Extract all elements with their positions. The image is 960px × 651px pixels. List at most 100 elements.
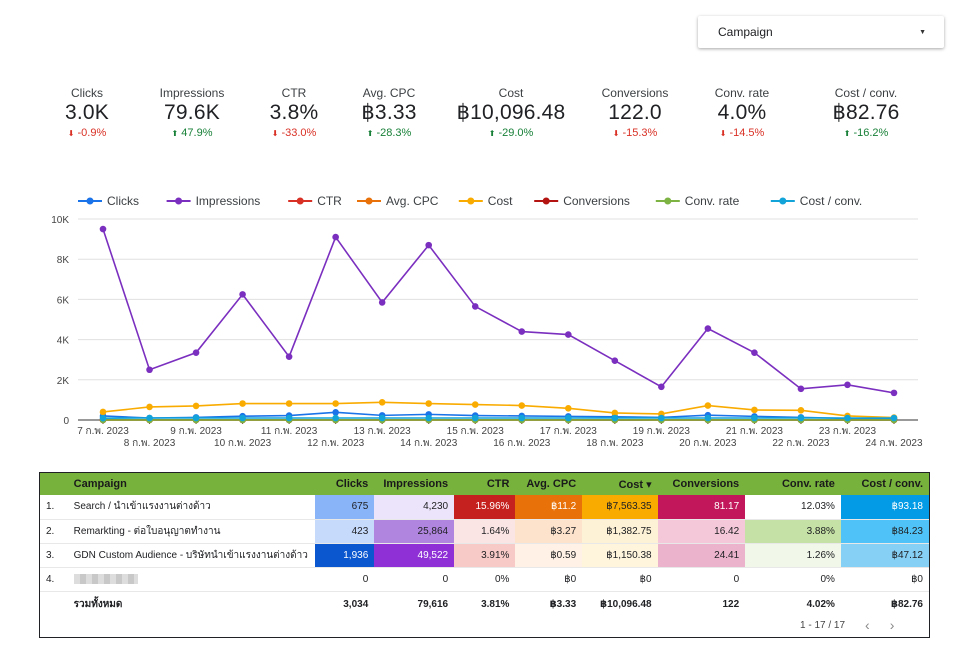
- x-tick-label: 13 ก.พ. 2023: [354, 426, 412, 437]
- data-point: [518, 402, 526, 409]
- legend-swatch-dot: [86, 197, 94, 205]
- kpi-change: ⬆ -16.2%: [806, 127, 926, 139]
- x-tick-label: 12 ก.พ. 2023: [307, 438, 365, 449]
- arrow-down-icon: ⬇: [719, 129, 727, 138]
- metric-cell: ฿11.2: [515, 495, 583, 520]
- column-header[interactable]: CTR: [454, 473, 516, 495]
- legend-label: Cost / conv.: [800, 194, 862, 208]
- data-point: [192, 414, 200, 422]
- kpi-value: ฿82.76: [832, 101, 900, 124]
- kpi-change-value: 47.9%: [181, 127, 213, 139]
- row-index: 1.: [40, 495, 68, 520]
- arrow-down-icon: ⬇: [271, 129, 279, 138]
- data-point: [797, 414, 805, 422]
- x-tick-label: 11 ก.พ. 2023: [261, 426, 318, 437]
- pagination-range: 1 - 17 / 17: [800, 619, 846, 631]
- total-row: รวมทั้งหมด 3,034 79,616 3.81% ฿3.33 ฿10,096.4…: [40, 591, 929, 617]
- table-row[interactable]: 4. 0 0 0% ฿0 ฿0 0 0% ฿0: [40, 567, 929, 592]
- campaign-filter-dropdown[interactable]: Campaign ▼: [698, 16, 944, 48]
- chevron-left-icon[interactable]: ‹: [865, 617, 870, 633]
- campaign-name: [67, 567, 315, 592]
- metric-cell: ฿1,150.38: [582, 543, 658, 568]
- metric-cell: 25,864: [374, 519, 455, 544]
- campaign-filter-label: Campaign: [718, 25, 773, 39]
- data-point: [99, 408, 107, 416]
- x-tick-label: 7 ก.พ. 2023: [77, 426, 129, 437]
- metric-cell: 16.42: [657, 519, 746, 544]
- total-cell: ฿3.33: [549, 598, 577, 610]
- metric-cell: ฿1,382.75: [582, 519, 658, 544]
- table-row[interactable]: 3. GDN Custom Audience - บริษัทนำเข้าแรงง…: [40, 543, 929, 568]
- data-point: [564, 331, 572, 338]
- data-point: [425, 414, 433, 422]
- arrow-up-icon: ⬆: [488, 129, 496, 138]
- metric-cell: 1.26%: [745, 543, 841, 568]
- total-label: รวมทั้งหมด: [73, 598, 123, 610]
- data-point: [611, 409, 619, 417]
- x-tick-label: 9 ก.พ. 2023: [170, 426, 222, 437]
- legend-label: Clicks: [107, 194, 139, 208]
- metric-cell: 0: [314, 567, 375, 592]
- y-tick-label: 10K: [51, 215, 69, 226]
- pagination: 1 - 17 / 17 ‹ ›: [800, 617, 894, 633]
- kpi-value: 122.0: [608, 101, 662, 124]
- column-header[interactable]: Cost / conv.: [840, 473, 929, 495]
- data-point: [471, 303, 479, 310]
- series-line: [102, 401, 895, 419]
- chevron-right-icon[interactable]: ›: [889, 617, 895, 633]
- metric-cell: ฿0: [582, 567, 658, 592]
- legend-label: Conversions: [563, 194, 630, 208]
- kpi-card: CTR 3.8% ⬇ -33.0%: [234, 86, 354, 139]
- data-point: [751, 406, 758, 414]
- kpi-change: ⬆ 47.9%: [132, 127, 252, 139]
- data-point: [844, 414, 851, 422]
- data-point: [704, 325, 712, 332]
- data-point: [285, 353, 293, 360]
- data-point: [192, 402, 200, 410]
- kpi-value: ฿3.33: [361, 101, 417, 124]
- table-row[interactable]: 2. Remarkting - ต่อใบอนุญาตทำงาน 423 25,864…: [40, 519, 929, 544]
- data-point: [378, 299, 386, 306]
- data-point: [332, 233, 339, 241]
- data-point: [425, 400, 433, 407]
- kpi-change: ⬇ -15.3%: [575, 127, 695, 139]
- metric-cell: 12.03%: [745, 495, 841, 520]
- metric-cell: ฿0: [515, 567, 583, 592]
- column-header[interactable]: Avg. CPC: [515, 473, 583, 495]
- metric-cell: 0: [657, 567, 746, 592]
- metric-cell: 24.41: [657, 543, 746, 568]
- kpi-change-value: -33.0%: [281, 127, 317, 139]
- kpi-change-value: -29.0%: [498, 127, 534, 139]
- data-point: [99, 414, 107, 422]
- table-row[interactable]: 1. Search / นำเข้าแรงงานต่างด้าว 675 4,230 1…: [40, 495, 929, 520]
- legend-label: Impressions: [196, 194, 261, 208]
- campaign-table: Campaign Clicks Impressions CTR Avg. CPC Cost…: [40, 473, 929, 617]
- kpi-card: Clicks 3.0K ⬇ -0.9%: [27, 86, 147, 139]
- arrow-down-icon: ⬇: [612, 129, 620, 138]
- data-point: [611, 414, 619, 422]
- data-point: [797, 407, 805, 414]
- data-point: [471, 414, 479, 422]
- header-index: [40, 473, 68, 495]
- data-point: [332, 409, 339, 416]
- column-header[interactable]: Conversions: [657, 473, 746, 495]
- column-header[interactable]: Cost ▾: [582, 473, 658, 495]
- kpi-change-value: -14.5%: [729, 127, 765, 139]
- legend-swatch-dot: [175, 197, 183, 205]
- column-header[interactable]: Clicks: [314, 473, 375, 495]
- column-header[interactable]: Conv. rate: [745, 473, 841, 495]
- legend-swatch-dot: [542, 197, 550, 205]
- kpi-change: ⬇ -0.9%: [27, 127, 147, 139]
- kpi-card: Impressions 79.6K ⬆ 47.9%: [132, 86, 252, 139]
- column-header[interactable]: Campaign: [67, 473, 315, 495]
- total-cell: 4.02%: [806, 598, 835, 610]
- column-header[interactable]: Impressions: [374, 473, 455, 495]
- x-tick-label: 19 ก.พ. 2023: [633, 426, 691, 437]
- row-index: 4.: [40, 567, 68, 592]
- data-point: [239, 414, 246, 422]
- kpi-value: ฿10,096.48: [456, 101, 566, 124]
- total-cell: 79,616: [417, 598, 449, 610]
- x-tick-label: 15 ก.พ. 2023: [447, 426, 505, 437]
- y-tick-label: 2K: [57, 376, 70, 387]
